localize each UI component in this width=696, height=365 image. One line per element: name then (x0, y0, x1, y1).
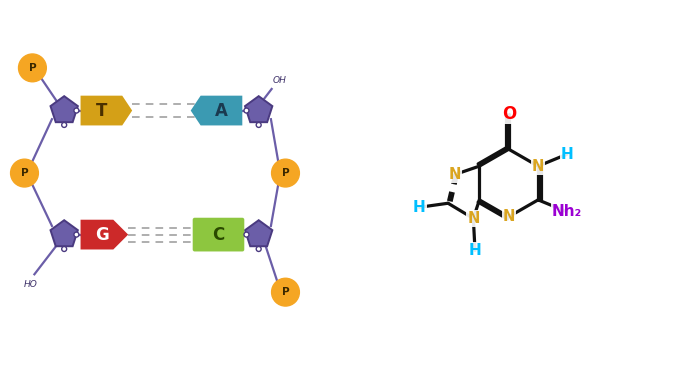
Text: P: P (29, 63, 36, 73)
FancyBboxPatch shape (193, 218, 244, 251)
Text: P: P (21, 168, 29, 178)
Polygon shape (81, 220, 128, 250)
Polygon shape (81, 96, 132, 126)
Text: T: T (96, 101, 107, 120)
Circle shape (271, 278, 299, 306)
Circle shape (10, 159, 38, 187)
Text: N: N (532, 159, 544, 174)
Text: OH: OH (273, 76, 287, 85)
Text: Nh₂: Nh₂ (552, 204, 582, 219)
Circle shape (256, 246, 261, 251)
Text: N: N (467, 211, 480, 226)
Polygon shape (191, 96, 242, 126)
Polygon shape (245, 96, 272, 122)
Circle shape (244, 108, 249, 113)
Text: N: N (449, 167, 461, 182)
Circle shape (74, 232, 79, 237)
Circle shape (256, 123, 261, 127)
Text: H: H (413, 200, 426, 215)
Polygon shape (51, 96, 78, 122)
Text: H: H (468, 243, 482, 258)
Polygon shape (51, 220, 78, 246)
Circle shape (244, 232, 249, 237)
Text: G: G (95, 226, 109, 243)
Text: P: P (282, 168, 290, 178)
Circle shape (62, 246, 67, 251)
Text: H: H (560, 147, 574, 162)
Text: A: A (215, 101, 228, 120)
Polygon shape (245, 220, 272, 246)
Text: P: P (282, 287, 290, 297)
Text: C: C (212, 226, 225, 243)
Text: HO: HO (24, 280, 38, 289)
Circle shape (271, 159, 299, 187)
Circle shape (19, 54, 47, 82)
Circle shape (62, 123, 67, 127)
Text: N: N (503, 209, 515, 224)
Text: O: O (502, 105, 516, 123)
Circle shape (74, 108, 79, 113)
